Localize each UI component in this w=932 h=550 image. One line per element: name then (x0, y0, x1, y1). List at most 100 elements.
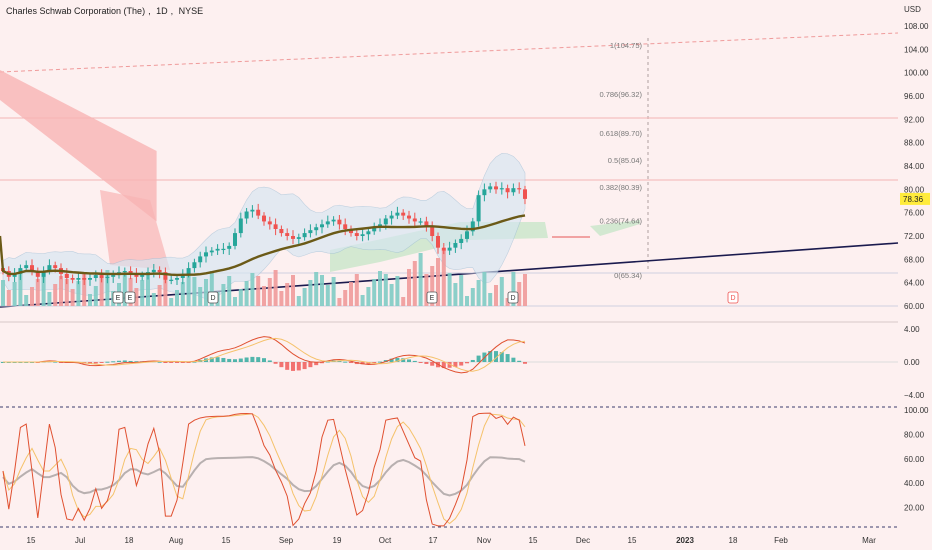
candle-body (395, 212, 400, 216)
candle-body (354, 233, 359, 236)
volume-bar (134, 288, 139, 306)
x-tick-label: Feb (774, 536, 788, 545)
candle-body (122, 271, 127, 273)
macd-histogram-bar (412, 360, 417, 362)
candle-body (204, 252, 208, 257)
volume-bar (488, 293, 493, 306)
volume-bar (285, 283, 290, 306)
y-tick-label: 84.00 (904, 162, 925, 171)
osc-tick-label: 100.00 (904, 406, 929, 415)
macd-histogram-bar (233, 359, 237, 362)
volume-bar (273, 270, 278, 306)
candle-body (430, 227, 435, 236)
interval-label[interactable]: 1D (156, 6, 168, 16)
x-tick-label: 18 (729, 536, 738, 545)
macd-histogram-bar (325, 361, 330, 363)
macd-histogram-bar (447, 362, 452, 368)
macd-histogram-bar (517, 360, 522, 362)
volume-bar (349, 282, 353, 306)
candle-body (285, 233, 290, 236)
macd-tick-label: 4.00 (904, 325, 920, 334)
macd-histogram-bar (117, 360, 121, 362)
volume-bar (76, 281, 81, 306)
candle-body (488, 186, 493, 190)
x-tick-label: 15 (529, 536, 538, 545)
macd-histogram-bar (186, 362, 191, 363)
macd-histogram-bar (505, 354, 510, 362)
candle-body (93, 275, 98, 278)
volume-bar (105, 270, 110, 306)
candle-body (186, 268, 191, 274)
volume-bar (499, 277, 504, 306)
fib-level-label: 0.382(80.39) (599, 183, 642, 192)
candle-body (262, 215, 266, 222)
volume-bar (18, 274, 23, 306)
candle-body (279, 229, 284, 234)
macd-histogram-bar (192, 361, 197, 363)
candle-body (192, 262, 197, 269)
candle-body (111, 275, 116, 277)
candle-body (337, 219, 342, 225)
candle-body (24, 265, 29, 269)
candle-body (238, 218, 243, 234)
candle-body (314, 227, 319, 231)
candle-body (441, 247, 446, 251)
band-fill (2, 153, 526, 300)
macd-histogram-bar (523, 362, 527, 364)
candle-body (523, 189, 527, 199)
macd-histogram-bar (221, 357, 226, 362)
x-tick-label: 17 (429, 536, 438, 545)
candle-body (366, 231, 371, 235)
volume-bar (505, 298, 510, 306)
volume-bar (296, 296, 301, 306)
volume-bar (163, 277, 168, 306)
y-tick-label: 60.00 (904, 302, 925, 311)
signal-line (3, 337, 526, 372)
candle-body (35, 271, 40, 277)
volume-bar (517, 282, 522, 306)
macd-histogram-bar (453, 362, 458, 367)
macd-histogram-bar (314, 362, 319, 366)
candle-body (424, 221, 429, 228)
volume-bar (175, 290, 179, 306)
event-marker-label: E (116, 295, 121, 302)
volume-bar (192, 277, 197, 306)
last-price-label: 78.36 (903, 195, 924, 204)
volume-bar (198, 287, 203, 306)
macd-histogram-bar (470, 359, 475, 362)
fib-level-label: 0.236(74.64) (599, 217, 642, 226)
upper-channel-line (0, 32, 899, 73)
macd-histogram-bar (302, 362, 307, 370)
event-marker-label: E (430, 295, 435, 302)
x-tick-label: 19 (333, 536, 342, 545)
candle-body (209, 250, 214, 253)
macd-histogram-bar (267, 360, 272, 362)
volume-bar (465, 296, 469, 306)
macd-histogram-bar (494, 351, 498, 362)
x-tick-label: 2023 (676, 536, 694, 545)
candle-body (70, 278, 75, 280)
macd-histogram-bar (343, 361, 348, 363)
candle-body (30, 265, 34, 271)
candle-body (47, 265, 52, 271)
candle-body (134, 273, 139, 277)
volume-bar (511, 272, 516, 306)
macd-histogram-bar (407, 359, 411, 362)
macd-histogram-bar (360, 362, 365, 365)
macd-histogram-bar (99, 362, 104, 363)
volume-bar (389, 284, 394, 306)
volume-bar (314, 272, 319, 306)
macd-histogram-bar (256, 357, 261, 362)
macd-panel (1, 336, 527, 374)
volume-bar (186, 274, 191, 306)
volume-bar (383, 274, 388, 306)
candle-body (436, 236, 440, 248)
volume-bar (325, 285, 330, 306)
volume-bar (401, 297, 406, 306)
y-tick-label: 68.00 (904, 255, 925, 264)
volume-bar (267, 278, 272, 306)
candle-body (291, 236, 295, 239)
volume-bar (366, 287, 371, 306)
volume-bar (169, 298, 174, 306)
